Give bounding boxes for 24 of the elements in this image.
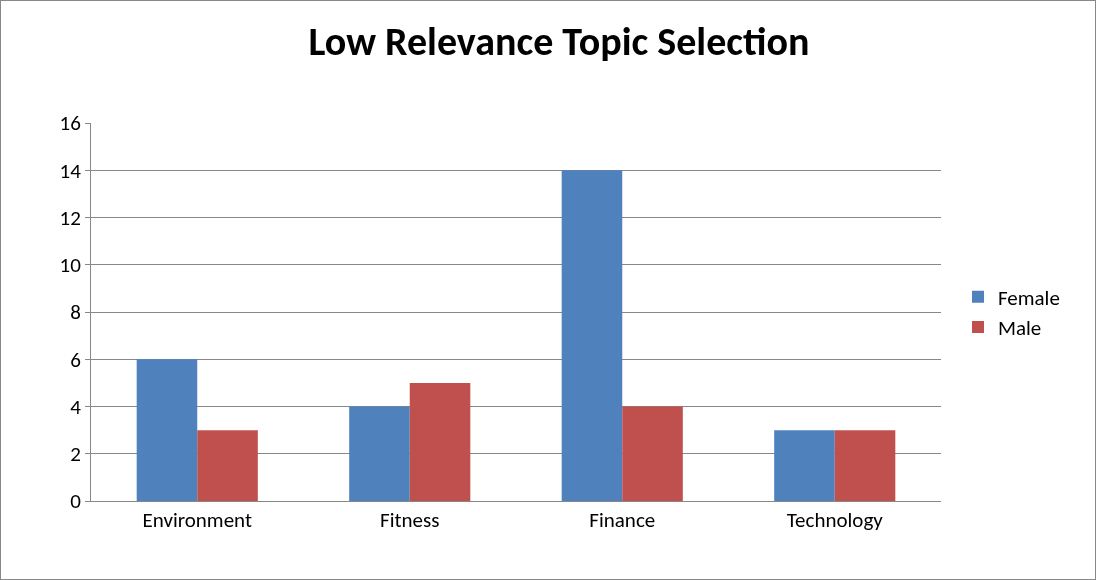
bar [197,430,258,501]
y-tick-label: 10 [59,252,82,279]
x-tick-label: Technology [786,507,884,534]
x-tick-label: Finance [589,507,656,534]
x-tick-label: Fitness [380,507,440,534]
bar [349,406,410,501]
y-tick-label: 14 [59,157,82,184]
legend-label: Female [998,284,1060,311]
bar [774,430,835,501]
y-tick-label: 16 [59,110,81,137]
y-tick-label: 2 [70,441,81,468]
y-tick-label: 6 [70,346,81,373]
bar [561,170,623,501]
bar [834,430,896,501]
y-tick-label: 4 [70,393,82,420]
chart-title: Low Relevance Topic Selection [308,17,810,67]
y-tick-label: 8 [70,299,81,326]
legend-label: Male [998,315,1042,342]
x-tick-label: Environment [142,507,252,534]
y-tick-label: 0 [70,488,82,515]
bar [136,359,198,501]
bar [409,382,471,501]
y-tick-label: 12 [59,204,81,231]
bar [622,406,683,501]
